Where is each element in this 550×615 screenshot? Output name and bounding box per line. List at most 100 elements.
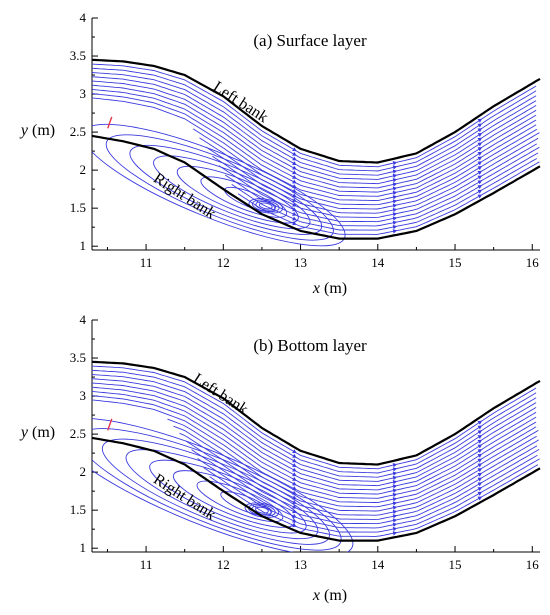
streamline-arrow — [392, 526, 398, 532]
recirculation-loop — [92, 428, 342, 551]
y-tick-label: 2 — [80, 162, 87, 177]
streamline — [203, 458, 540, 533]
streamline-arrow — [292, 458, 297, 463]
y-tick-label: 3.5 — [70, 350, 86, 365]
streamline-arrow — [477, 468, 483, 473]
streamline-arrow — [477, 161, 483, 166]
x-tick-label: 16 — [526, 557, 540, 572]
streamline — [92, 399, 537, 504]
flow-field — [92, 63, 540, 247]
left-bank-line — [91, 360, 541, 466]
x-tick-label: 16 — [526, 255, 540, 270]
x-tick-label: 13 — [294, 255, 307, 270]
recirculation-loop — [200, 176, 288, 218]
streamline-arrow — [477, 472, 483, 477]
vortex-core — [258, 202, 273, 210]
vortex-core — [255, 201, 277, 211]
streamline — [92, 374, 537, 478]
streamline — [179, 432, 539, 516]
streamline — [92, 72, 537, 176]
streamline — [92, 390, 537, 495]
streamline-arrow — [392, 522, 398, 527]
right-bank-line — [91, 436, 541, 542]
streamline-arrow — [292, 151, 297, 156]
y-tick-label: 3 — [80, 86, 87, 101]
streamline-arrow — [292, 165, 297, 170]
streamline — [92, 378, 537, 482]
y-tick-label: 2.5 — [70, 426, 86, 441]
streamline-arrow — [292, 504, 297, 509]
streamline-arrow — [292, 161, 297, 165]
streamline-arrow — [292, 170, 297, 175]
streamline-arrow — [392, 488, 398, 493]
streamline-arrow — [292, 472, 297, 477]
streamline — [92, 93, 537, 197]
streamline-arrow — [477, 449, 483, 454]
streamline-arrow — [392, 165, 398, 170]
streamline — [92, 386, 537, 491]
recirculation-loop — [172, 470, 295, 528]
streamline — [92, 63, 537, 168]
y-tick-label: 2.5 — [70, 124, 86, 139]
vortex-core — [252, 199, 280, 213]
streamline-arrow — [477, 170, 483, 175]
x-tick-label: 13 — [294, 557, 307, 572]
x-tick-label: 12 — [217, 255, 230, 270]
streamline — [218, 146, 540, 223]
streamline-arrow — [392, 199, 398, 204]
streamline — [92, 76, 537, 180]
streamline-arrow — [477, 194, 483, 199]
y-tick-label: 1 — [80, 540, 87, 555]
streamline-arrow — [477, 142, 483, 147]
inlet-marker — [107, 116, 113, 129]
x-axis-label: x (m) — [312, 280, 347, 297]
inlet-marker — [107, 418, 113, 431]
streamline-arrow — [477, 123, 483, 128]
streamline-arrow — [477, 166, 483, 171]
streamline — [185, 440, 538, 520]
streamline-arrow — [392, 484, 398, 489]
streamline-arrow — [477, 458, 483, 463]
streamline — [92, 97, 537, 202]
x-tick-label: 14 — [371, 557, 385, 572]
recirculation-loop — [149, 459, 307, 534]
streamline-arrow — [392, 467, 398, 472]
recirculation-loop — [101, 438, 330, 545]
chart-surface-layer: 11 12 13 14 15 16 1 1.5 2 2.5 3 3.5 4 x (m) y (m) (a) S… — [19, 10, 541, 297]
flow-field — [92, 365, 540, 552]
streamline-arrow — [477, 420, 483, 425]
streamline-arrow — [292, 467, 297, 472]
panel-title: (b) Bottom layer — [253, 336, 367, 355]
streamline-arrow — [477, 430, 483, 435]
y-tick-label: 1.5 — [70, 200, 86, 215]
streamline-arrow — [292, 509, 297, 514]
y-tick-label: 1.5 — [70, 502, 86, 517]
streamline-arrow — [292, 179, 297, 184]
streamline — [92, 382, 537, 487]
x-tick-label: 12 — [217, 557, 230, 572]
streamline-arrow — [392, 224, 398, 230]
streamline-arrow — [292, 211, 297, 216]
streamline-arrow — [392, 169, 398, 174]
streamline-arrow — [477, 175, 483, 180]
y-tick-label: 3 — [80, 388, 87, 403]
streamline-arrow — [392, 203, 398, 208]
streamline-arrow — [292, 147, 297, 152]
streamline-arrow — [392, 518, 398, 523]
streamline-arrow — [392, 190, 398, 196]
recirculation-loop — [92, 417, 354, 552]
streamline-arrow — [477, 180, 483, 185]
streamline-arrow — [392, 178, 398, 183]
streamline — [167, 418, 539, 508]
streamline — [173, 425, 537, 512]
streamline-arrow — [292, 197, 297, 202]
y-tick-label: 2 — [80, 464, 87, 479]
recirculation-loop — [196, 480, 284, 523]
streamline-arrow — [292, 476, 297, 481]
y-tick-label: 4 — [80, 10, 87, 25]
streamline — [92, 84, 537, 189]
streamline-arrow — [392, 505, 398, 510]
streamline-arrow — [477, 151, 483, 156]
streamline-arrow — [392, 220, 398, 225]
streamline-arrow — [477, 118, 483, 123]
